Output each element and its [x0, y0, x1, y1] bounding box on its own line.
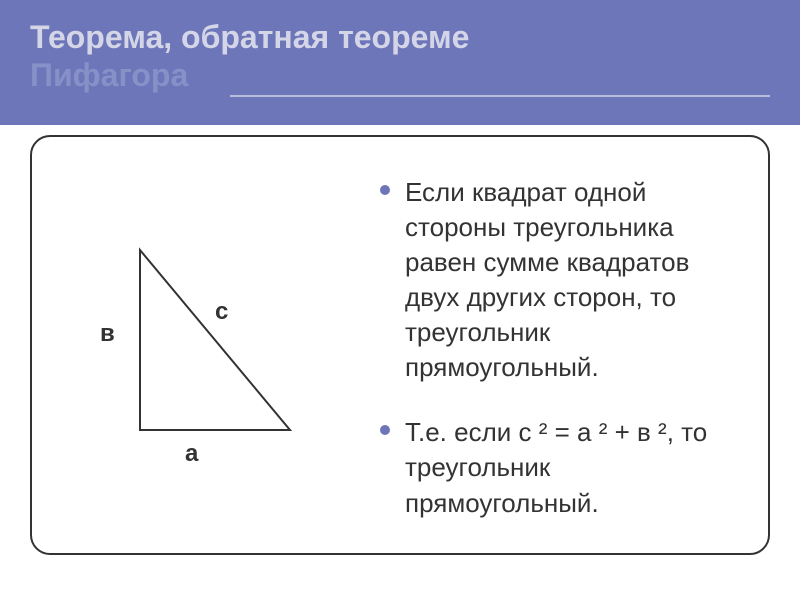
bullet-text: Т.е. если с ² = а ² + в ², то треугольни… — [405, 415, 740, 520]
side-label-b: в — [100, 320, 115, 348]
bullet-text: Если квадрат одной стороны треугольника … — [405, 175, 740, 386]
header-title: Теорема, обратная теореме — [30, 18, 770, 56]
text-panel: Если квадрат одной стороны треугольника … — [370, 145, 770, 555]
triangle-diagram: а в с — [80, 240, 320, 460]
bullet-icon — [380, 185, 390, 195]
triangle-shape — [140, 250, 290, 430]
side-label-c: с — [215, 298, 228, 326]
diagram-panel: а в с — [30, 145, 370, 555]
bullet-item: Если квадрат одной стороны треугольника … — [380, 175, 740, 386]
header-subtitle: Пифагора — [30, 56, 770, 94]
slide-content: а в с Если квадрат одной стороны треугол… — [0, 125, 800, 585]
triangle-svg — [80, 240, 320, 460]
header-underline — [230, 95, 770, 97]
bullet-icon — [380, 425, 390, 435]
side-label-a: а — [185, 440, 198, 468]
bullet-item: Т.е. если с ² = а ² + в ², то треугольни… — [380, 415, 740, 520]
slide-header: Теорема, обратная теореме Пифагора — [0, 0, 800, 125]
